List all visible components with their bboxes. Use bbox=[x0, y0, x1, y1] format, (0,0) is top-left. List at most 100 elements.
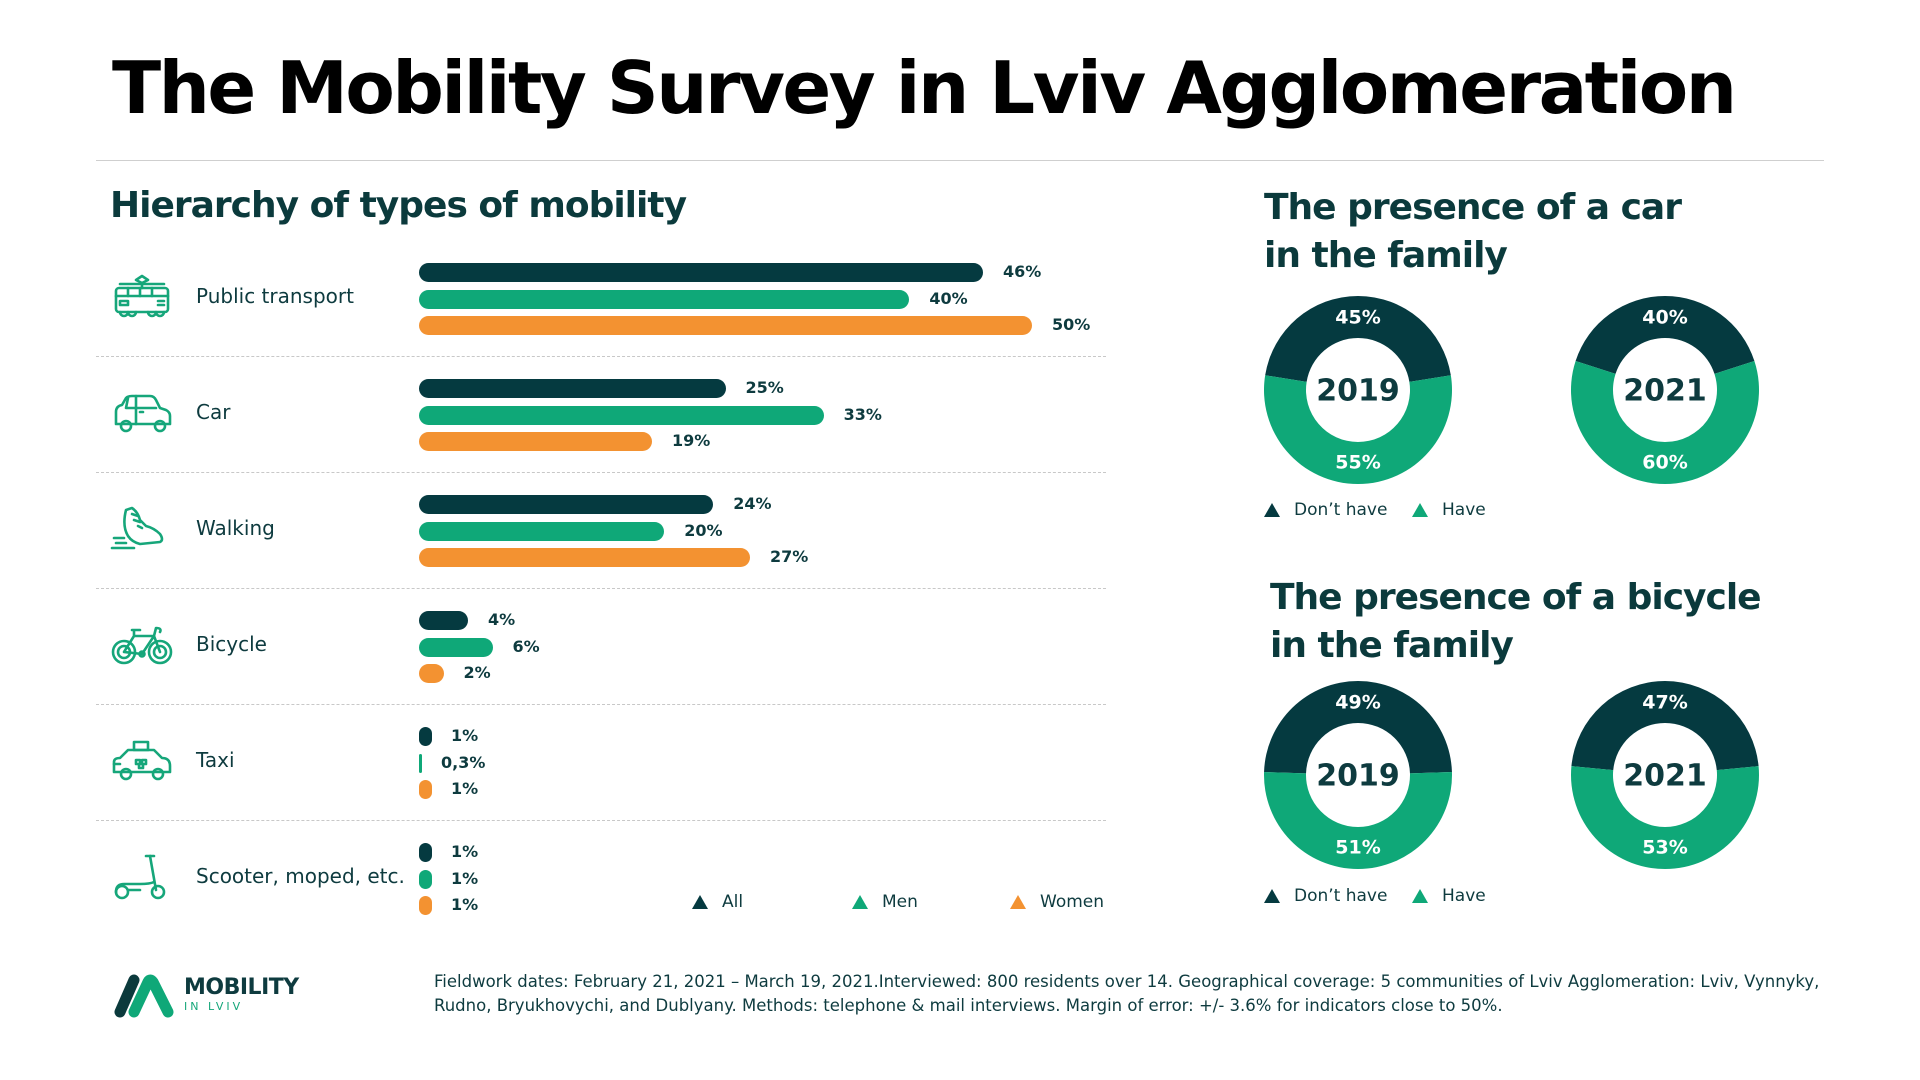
bicycle-presence-donuts: 49% 51% 2019 47% 53% 2021 bbox=[1264, 680, 1759, 870]
category-label: Scooter, moped, etc. bbox=[196, 864, 405, 888]
legend-have: Have bbox=[1412, 500, 1486, 520]
value-label-women: 50% bbox=[1052, 315, 1091, 334]
legend-all-triangle-icon bbox=[692, 895, 708, 909]
donut-segment-dont-have bbox=[1575, 295, 1755, 374]
legend-dont-have-triangle-icon bbox=[1264, 503, 1280, 517]
donut-label-have: 51% bbox=[1335, 837, 1380, 859]
legend-women-triangle-icon bbox=[1010, 895, 1026, 909]
value-label-men: 0,3% bbox=[441, 752, 486, 772]
car-icon bbox=[110, 387, 174, 441]
bar-women bbox=[419, 896, 432, 915]
bar-all bbox=[419, 843, 432, 862]
tram-icon bbox=[110, 271, 174, 325]
bar-all bbox=[419, 495, 714, 514]
bicycle-presence-title: The presence of a bicycle in the family bbox=[1270, 574, 1762, 670]
car-presence-title-line2: in the family bbox=[1264, 235, 1508, 276]
row-separator bbox=[96, 472, 1106, 473]
legend-dont-have-label: Don’t have bbox=[1294, 886, 1388, 906]
donut-label-dont-have: 45% bbox=[1335, 307, 1380, 329]
bicycle-icon bbox=[110, 619, 174, 673]
donut-label-have: 60% bbox=[1642, 452, 1687, 474]
bar-all bbox=[419, 263, 983, 282]
bicycle-presence-title-line1: The presence of a bicycle bbox=[1270, 577, 1762, 618]
logo-subtitle: IN LVIV bbox=[184, 1000, 244, 1013]
legend-men-triangle-icon bbox=[852, 895, 868, 909]
category-label: Public transport bbox=[196, 284, 354, 308]
donut-segment-have bbox=[1264, 375, 1452, 485]
bar-men bbox=[419, 637, 493, 657]
legend-dont-have-label: Don’t have bbox=[1294, 500, 1388, 520]
bar-men bbox=[419, 869, 432, 889]
category-label: Walking bbox=[196, 516, 275, 540]
bar-all bbox=[419, 379, 726, 398]
bar-women bbox=[419, 548, 751, 567]
donut-segment-dont-have bbox=[1571, 681, 1759, 771]
row-separator bbox=[96, 588, 1106, 589]
value-label-men: 20% bbox=[684, 520, 723, 540]
legend-women: Women bbox=[1010, 892, 1104, 912]
category-label: Bicycle bbox=[196, 632, 267, 656]
donut-label-dont-have: 47% bbox=[1642, 692, 1687, 714]
legend-all: All bbox=[692, 892, 852, 912]
legend-all-label: All bbox=[722, 892, 744, 912]
legend-women-label: Women bbox=[1040, 892, 1105, 912]
car-presence-legend: Don’t have Have bbox=[1264, 500, 1486, 520]
logo-mark-icon bbox=[114, 974, 174, 1018]
donut-center-year: 2021 bbox=[1623, 759, 1707, 794]
legend-men-label: Men bbox=[882, 892, 918, 912]
donut-center-year: 2019 bbox=[1316, 759, 1400, 794]
taxi-icon bbox=[110, 735, 174, 789]
value-label-women: 27% bbox=[770, 547, 809, 566]
value-label-women: 1% bbox=[451, 779, 479, 798]
donut-center-year: 2021 bbox=[1623, 374, 1707, 409]
value-label-all: 4% bbox=[488, 610, 516, 629]
legend-have-triangle-icon bbox=[1412, 503, 1428, 517]
bar-women bbox=[419, 316, 1032, 335]
bar-all bbox=[419, 611, 469, 630]
value-label-all: 24% bbox=[733, 494, 772, 513]
row-separator bbox=[96, 356, 1106, 357]
legend-have-label: Have bbox=[1442, 500, 1486, 520]
legend-dont-have: Don’t have bbox=[1264, 500, 1412, 520]
value-label-all: 46% bbox=[1002, 262, 1042, 281]
donut-segment-have bbox=[1571, 360, 1759, 484]
car-presence-donuts: 45% 55% 2019 40% 60% 2021 bbox=[1264, 295, 1759, 485]
value-label-all: 1% bbox=[451, 842, 479, 861]
value-label-women: 19% bbox=[671, 431, 711, 450]
value-label-men: 33% bbox=[843, 404, 882, 424]
bar-men bbox=[419, 521, 665, 541]
donut-center-year: 2019 bbox=[1316, 374, 1400, 409]
legend-dont-have-triangle-icon bbox=[1264, 889, 1280, 903]
category-label: Taxi bbox=[196, 748, 235, 772]
donut-segment-dont-have bbox=[1265, 296, 1451, 382]
logo-word: MOBILITY bbox=[184, 975, 299, 1000]
legend-have-triangle-icon bbox=[1412, 889, 1428, 903]
bicycle-presence-legend: Don’t have Have bbox=[1264, 886, 1486, 906]
bar-men bbox=[419, 753, 422, 773]
value-label-women: 2% bbox=[463, 663, 491, 682]
hierarchy-legend: All Men Women bbox=[692, 892, 1104, 912]
mobility-in-lviv-logo: MOBILITY IN LVIV bbox=[112, 972, 299, 1020]
sneaker-icon bbox=[110, 503, 174, 557]
bar-women bbox=[419, 780, 432, 799]
row-separator bbox=[96, 820, 1106, 821]
value-label-all: 1% bbox=[451, 726, 479, 745]
legend-dont-have: Don’t have bbox=[1264, 886, 1412, 906]
hierarchy-title: Hierarchy of types of mobility bbox=[110, 185, 687, 226]
legend-men: Men bbox=[852, 892, 1010, 912]
value-label-men: 40% bbox=[929, 288, 968, 308]
donut-segment-have bbox=[1264, 772, 1452, 869]
bar-women bbox=[419, 432, 652, 451]
bar-women bbox=[419, 664, 444, 683]
legend-have-label: Have bbox=[1442, 886, 1486, 906]
legend-have: Have bbox=[1412, 886, 1486, 906]
bar-men bbox=[419, 405, 824, 425]
donut-label-have: 53% bbox=[1642, 837, 1687, 859]
bicycle-presence-title-line2: in the family bbox=[1270, 625, 1514, 666]
car-presence-title-line1: The presence of a car bbox=[1264, 187, 1682, 228]
value-label-all: 25% bbox=[745, 378, 784, 397]
donut-segment-have bbox=[1571, 766, 1759, 870]
donut-segment-dont-have bbox=[1264, 680, 1452, 774]
footer-methodology-text: Fieldwork dates: February 21, 2021 – Mar… bbox=[434, 972, 1820, 1015]
value-label-women: 1% bbox=[451, 895, 479, 914]
